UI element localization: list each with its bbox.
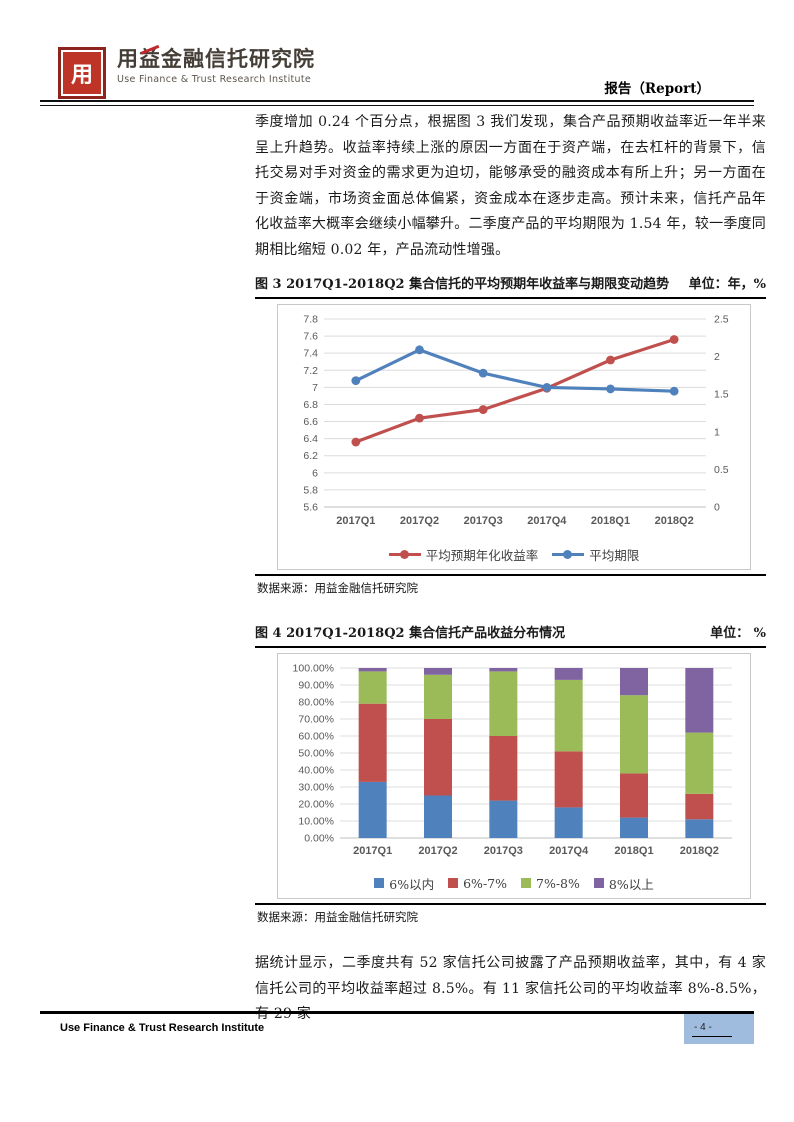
svg-text:2017Q2: 2017Q2 bbox=[418, 845, 457, 857]
figure4-bar-chart-svg: 100.00% 90.00% 80.00% 70.00% 60.00% 50.00% 40.… bbox=[293, 663, 732, 857]
svg-text:7.4: 7.4 bbox=[303, 348, 318, 360]
paragraph-1: 季度增加 0.24 个百分点，根据图 3 我们发现，集合产品预期收益率近一年半来… bbox=[255, 114, 766, 258]
figure4-unit: 单位： % bbox=[710, 626, 766, 641]
svg-text:40.00%: 40.00% bbox=[298, 765, 334, 777]
svg-text:2.5: 2.5 bbox=[714, 314, 729, 326]
svg-text:0.5: 0.5 bbox=[714, 464, 729, 476]
logo-title: 用益金融信托研究院 bbox=[117, 47, 315, 71]
svg-text:2018Q2: 2018Q2 bbox=[655, 515, 694, 527]
svg-text:6.6: 6.6 bbox=[303, 416, 318, 428]
svg-text:1: 1 bbox=[714, 426, 720, 438]
svg-text:2017Q1: 2017Q1 bbox=[353, 845, 392, 857]
svg-text:2018Q1: 2018Q1 bbox=[591, 515, 630, 527]
svg-text:7.8: 7.8 bbox=[303, 314, 318, 326]
figure3-chart: 7.8 7.6 7.4 7.2 7 6.8 6.6 6.4 6.2 6 5.8 5.6 2.5 2 1.5 1… bbox=[277, 304, 751, 570]
svg-text:6.2: 6.2 bbox=[303, 450, 318, 462]
page-number: - 4 - bbox=[692, 1022, 732, 1037]
logo-seal-glyph: 用 bbox=[63, 52, 101, 94]
svg-text:6: 6 bbox=[312, 467, 318, 479]
logo-seal-icon: 用 bbox=[58, 47, 106, 99]
svg-text:90.00%: 90.00% bbox=[298, 680, 334, 692]
svg-text:100.00%: 100.00% bbox=[293, 663, 334, 675]
svg-text:10.00%: 10.00% bbox=[298, 816, 334, 828]
svg-text:50.00%: 50.00% bbox=[298, 748, 334, 760]
figure3-caption: 图 3 2017Q1-2018Q2 集合信托的平均预期年收益率与期限变动趋势 bbox=[255, 277, 670, 292]
figure3-source: 数据来源：用益金融信托研究院 bbox=[255, 574, 766, 596]
page-number-badge: - 4 - bbox=[684, 1014, 754, 1044]
svg-text:2017Q3: 2017Q3 bbox=[464, 515, 503, 527]
figure4-source: 数据来源：用益金融信托研究院 bbox=[255, 903, 766, 925]
figure4-chart: 100.00% 90.00% 80.00% 70.00% 60.00% 50.00% 40.… bbox=[277, 653, 751, 899]
footer-institute: Use Finance & Trust Research Institute bbox=[60, 1022, 265, 1034]
page-footer: Use Finance & Trust Research Institute -… bbox=[40, 1011, 754, 1044]
header-logo: 用 用益金融信托研究院 Use Finance & Trust Research… bbox=[58, 44, 315, 99]
figure3-line-chart-svg: 7.8 7.6 7.4 7.2 7 6.8 6.6 6.4 6.2 6 5.8 5.6 2.5 2 1.5 1… bbox=[303, 314, 729, 528]
svg-text:60.00%: 60.00% bbox=[298, 731, 334, 743]
svg-text:6.4: 6.4 bbox=[303, 433, 318, 445]
paragraph-2: 据统计显示，二季度共有 52 家信托公司披露了产品预期收益率，其中，有 4 家信… bbox=[255, 955, 766, 1022]
figure4-legend: 6%以内 6%-7% 7%-8% 8%以上 bbox=[278, 868, 750, 898]
svg-text:2018Q2: 2018Q2 bbox=[680, 845, 719, 857]
svg-text:2017Q2: 2017Q2 bbox=[400, 515, 439, 527]
svg-text:7.6: 7.6 bbox=[303, 331, 318, 343]
svg-text:80.00%: 80.00% bbox=[298, 697, 334, 709]
svg-text:70.00%: 70.00% bbox=[298, 714, 334, 726]
svg-text:7: 7 bbox=[312, 382, 318, 394]
svg-text:2: 2 bbox=[714, 351, 720, 363]
figure3-caption-row: 图 3 2017Q1-2018Q2 集合信托的平均预期年收益率与期限变动趋势 单… bbox=[255, 273, 766, 299]
figure3-legend: 平均预期年化收益率 平均期限 bbox=[278, 539, 750, 569]
logo-text-block: 用益金融信托研究院 Use Finance & Trust Research I… bbox=[117, 44, 315, 85]
svg-text:5.6: 5.6 bbox=[303, 502, 318, 514]
svg-text:2017Q4: 2017Q4 bbox=[527, 515, 567, 527]
svg-text:1.5: 1.5 bbox=[714, 389, 729, 401]
svg-text:20.00%: 20.00% bbox=[298, 799, 334, 811]
svg-text:2017Q3: 2017Q3 bbox=[484, 845, 523, 857]
svg-text:2017Q1: 2017Q1 bbox=[336, 515, 375, 527]
figure3-unit: 单位：年，% bbox=[688, 277, 766, 292]
figure4-caption: 图 4 2017Q1-2018Q2 集合信托产品收益分布情况 bbox=[255, 626, 566, 641]
svg-text:5.8: 5.8 bbox=[303, 484, 318, 496]
content-column: 季度增加 0.24 个百分点，根据图 3 我们发现，集合产品预期收益率近一年半来… bbox=[255, 110, 766, 1028]
figure4-caption-row: 图 4 2017Q1-2018Q2 集合信托产品收益分布情况 单位： % bbox=[255, 622, 766, 648]
report-label: 报告（Report） bbox=[604, 81, 710, 97]
logo-subtitle: Use Finance & Trust Research Institute bbox=[117, 74, 312, 85]
header-divider bbox=[40, 100, 754, 106]
svg-text:0: 0 bbox=[714, 502, 720, 514]
svg-text:2017Q4: 2017Q4 bbox=[549, 845, 589, 857]
svg-text:6.8: 6.8 bbox=[303, 399, 318, 411]
svg-text:0.00%: 0.00% bbox=[304, 833, 334, 845]
svg-text:7.2: 7.2 bbox=[303, 365, 318, 377]
svg-text:30.00%: 30.00% bbox=[298, 782, 334, 794]
svg-text:2018Q1: 2018Q1 bbox=[614, 845, 653, 857]
